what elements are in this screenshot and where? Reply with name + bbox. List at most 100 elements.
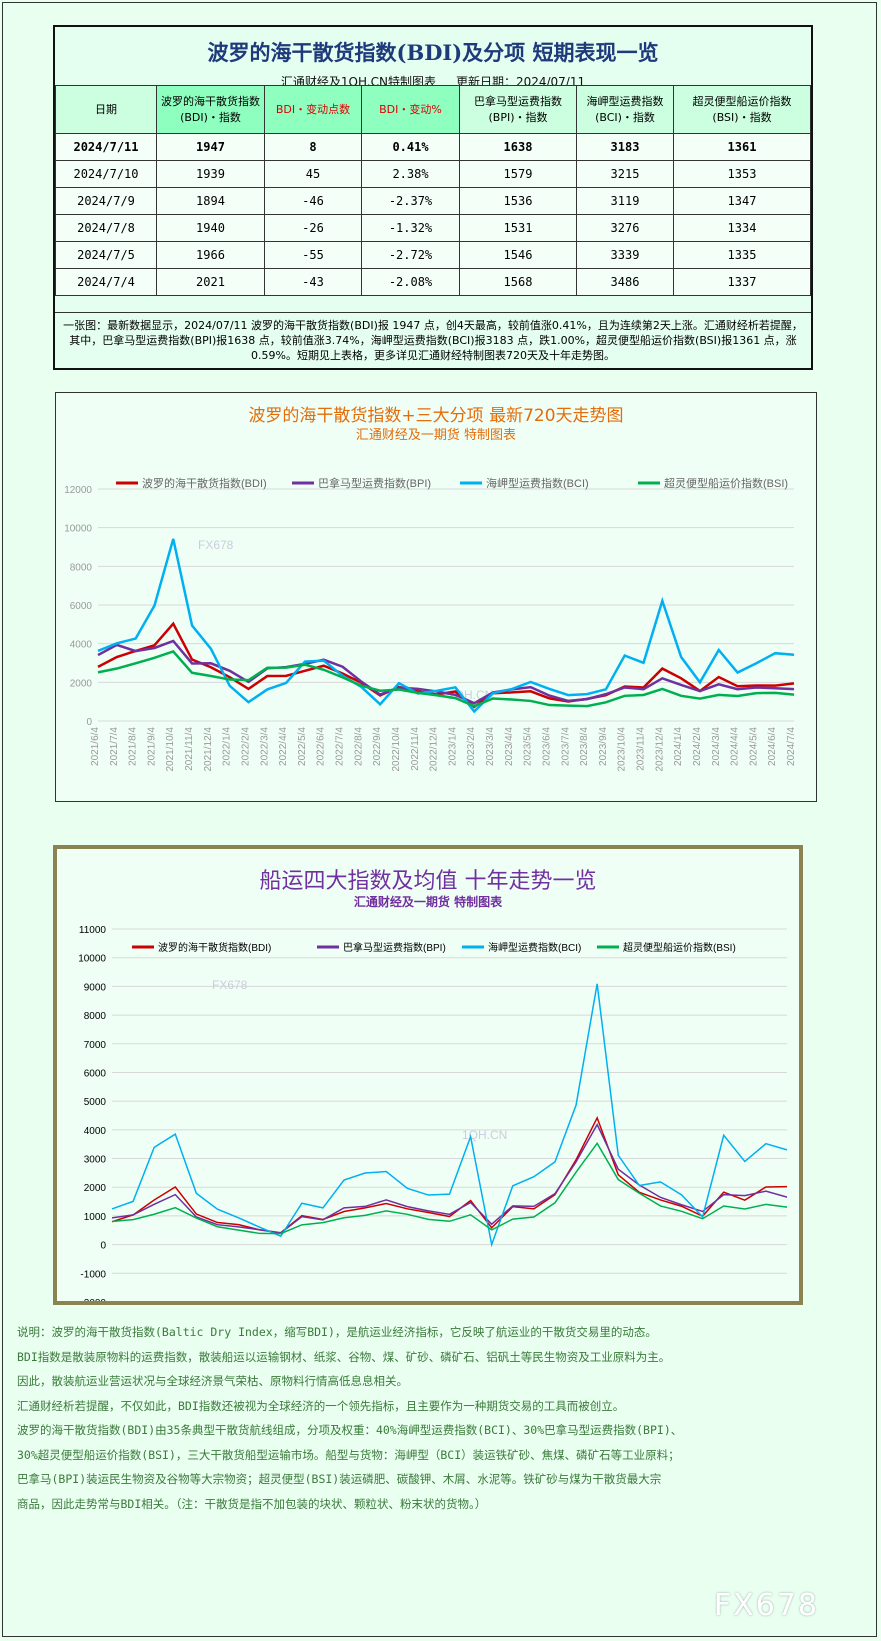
series-line-1	[97, 639, 795, 705]
table-cell: 1579	[459, 160, 577, 188]
table-title: 波罗的海干散货指数(BDI)及分项 短期表现一览	[207, 40, 659, 65]
table-cell: -2.37%	[361, 187, 460, 215]
table-cell: 8	[264, 133, 362, 161]
table-cell: 1536	[459, 187, 577, 215]
y-tick-label: 4000	[70, 640, 93, 651]
x-tick-label: 2021/6/4	[90, 727, 101, 766]
x-tick-label: 2023/4/4	[504, 727, 515, 766]
table-row: 2024/7/9 1894 -46 -2.37% 1536 3119 1347	[55, 187, 811, 215]
series-line-3	[97, 649, 795, 708]
y-tick-label: 7000	[84, 1040, 107, 1051]
table-cell: 1337	[673, 268, 811, 296]
watermark-text: 1QH.CN	[462, 1128, 507, 1142]
column-header: BDI・变动%	[361, 85, 460, 134]
table-cell: 2024/7/10	[55, 160, 157, 188]
x-tick-label: 2023/11/4	[636, 727, 647, 771]
table-cell: 0.41%	[361, 133, 460, 161]
series-line-3	[111, 1141, 788, 1235]
note-line: 汇通财经析若提醒，不仅如此，BDI指数还被视为全球经济的一个领先指标，且主要作为…	[17, 1398, 625, 1413]
x-tick-label: 2022/9/4	[372, 727, 383, 766]
chart2-subtitle: 汇通财经及一期货 特制图表	[353, 895, 503, 909]
header-line: 波罗的海干散货指数	[161, 94, 260, 108]
table-row: 2024/7/5 1966 -55 -2.72% 1546 3339 1335	[55, 241, 811, 269]
table-cell: 2021	[156, 268, 265, 296]
chart1-title: 波罗的海干散货指数+三大分项 最新720天走势图	[248, 406, 624, 426]
x-tick-label: 2024/3/4	[711, 727, 722, 766]
table-cell: 3119	[576, 187, 674, 215]
header-line: BDI・变动点数	[275, 102, 351, 116]
chart1-subtitle: 汇通财经及一期货 特制图表	[355, 428, 517, 443]
x-tick-label: 2022/7/4	[335, 727, 346, 766]
summary-table-panel: 波罗的海干散货指数(BDI)及分项 短期表现一览 汇通财经及1QH.CN特制图表…	[53, 25, 813, 370]
x-tick-label: 2023/7/4	[560, 727, 571, 766]
table-cell: 3486	[576, 268, 674, 296]
column-header: 巴拿马型运费指数 (BPI)・指数	[459, 85, 577, 134]
x-tick-label: 2022/2/4	[240, 727, 251, 766]
x-tick-label: 2023/1/4	[447, 727, 458, 766]
header-line: 巴拿马型运费指数	[474, 94, 562, 108]
table-cell: 1939	[156, 160, 265, 188]
y-tick-label: 6000	[70, 601, 93, 612]
table-cell: 2024/7/4	[55, 268, 157, 296]
series-line-2	[111, 983, 788, 1248]
x-tick-label: 2024/5/4	[748, 727, 759, 766]
y-tick-label: 2000	[84, 1183, 107, 1194]
x-tick-label: 2022/10/4	[391, 727, 402, 772]
column-header: 波罗的海干散货指数 (BDI)・指数	[156, 85, 265, 134]
table-cell: 1568	[459, 268, 577, 296]
x-tick-label: 2023/2/4	[466, 727, 477, 766]
note-line: 说明：波罗的海干散货指数(Baltic Dry Index，缩写BDI)，是航运…	[17, 1325, 657, 1339]
column-header: 海岬型运费指数 (BCI)・指数	[576, 85, 674, 134]
x-tick-label: 2021/11/4	[184, 727, 195, 771]
legend-label: 超灵便型船运价指数(BSI)	[664, 476, 788, 490]
table-cell: 3276	[576, 214, 674, 242]
column-header: 超灵便型船运价指数 (BSI)・指数	[673, 85, 811, 134]
table-row: 2024/7/11 1947 8 0.41% 1638 3183 1361	[55, 133, 811, 161]
y-tick-label: 4000	[84, 1126, 107, 1137]
chart1-plot: 0 2000 4000 6000 8000 10000 12000 2021/6/4 2021/…	[64, 476, 797, 772]
table-cell: -46	[264, 187, 362, 215]
x-tick-label: 2022/8/4	[353, 727, 364, 766]
y-tick-label: 10000	[78, 954, 106, 965]
watermark-text: FX678	[212, 978, 248, 992]
legend-label: 巴拿马型运费指数(BPI)	[343, 941, 446, 954]
table-cell: 2024/7/11	[55, 133, 157, 161]
x-tick-label: 2024/6/4	[767, 727, 778, 766]
table-cell: 1347	[673, 187, 811, 215]
fx678-watermark-logo: FX678	[713, 1588, 819, 1623]
x-tick-label: 2024/1/4	[673, 727, 684, 766]
x-tick-label: 2022/4/4	[278, 727, 289, 766]
x-tick-label: 2023/12/4	[654, 727, 665, 772]
table-cell: 1335	[673, 241, 811, 269]
table-cell: 1894	[156, 187, 265, 215]
y-tick-label: 6000	[84, 1068, 107, 1079]
table-cell: 1947	[156, 133, 265, 161]
x-tick-label: 2021/7/4	[109, 727, 120, 766]
note-line: 波罗的海干散货指数(BDI)由35条典型干散货航线组成，分项及权重：40%海岬型…	[17, 1423, 683, 1437]
table-cell: -2.72%	[361, 241, 460, 269]
x-tick-label: 2023/3/4	[485, 727, 496, 766]
table-cell: -2.08%	[361, 268, 460, 296]
legend-label: 巴拿马型运费指数(BPI)	[318, 476, 431, 490]
table-cell: 45	[264, 160, 362, 188]
header-line: (BDI)・指数	[180, 110, 241, 124]
x-tick-label: 2022/1/4	[222, 727, 233, 766]
notes-section: 说明：波罗的海干散货指数(Baltic Dry Index，缩写BDI)，是航运…	[17, 1320, 867, 1516]
note-line: 30%超灵便型船运价指数(BSI)，三大干散货船型运输市场。船型与货物：海岬型（…	[17, 1447, 680, 1462]
x-tick-label: 2023/9/4	[598, 727, 609, 766]
x-tick-label: 2021/9/4	[146, 727, 157, 766]
chart-ten-years: 船运四大指数及均值 十年走势一览 汇通财经及一期货 特制图表 -2000 -100…	[53, 845, 803, 1305]
x-tick-label: 2023/10/4	[617, 727, 628, 772]
table-cell: 3339	[576, 241, 674, 269]
chart2-plot: -2000 -1000 0 1000 2000 3000 4000 5000 6000 7000 8…	[78, 925, 788, 1301]
y-tick-label: 8000	[84, 1011, 107, 1022]
legend-label: 超灵便型船运价指数(BSI)	[623, 941, 736, 954]
y-tick-label: 0	[100, 1241, 106, 1252]
y-tick-label: 10000	[64, 524, 92, 535]
x-tick-label: 2024/2/4	[692, 727, 703, 766]
chart2-title: 船运四大指数及均值 十年走势一览	[259, 869, 597, 894]
y-tick-label: 3000	[84, 1155, 107, 1166]
table-row: 2024/7/10 1939 45 2.38% 1579 3215 1353	[55, 160, 811, 188]
series-line-2	[97, 538, 795, 714]
